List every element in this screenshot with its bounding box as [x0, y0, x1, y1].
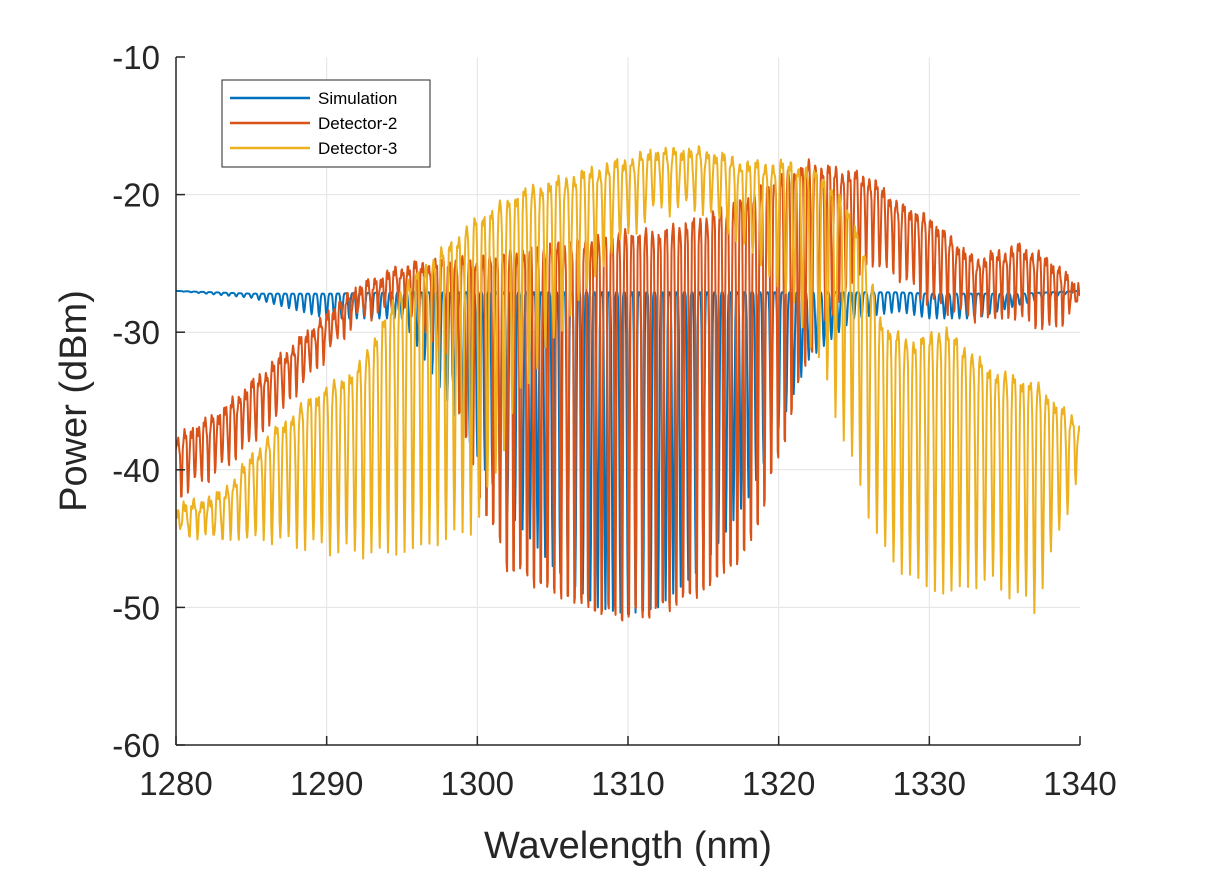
series-line-detector-3: [176, 145, 1080, 615]
y-tick-label: -10: [112, 39, 160, 76]
y-tick-label: -50: [112, 589, 160, 626]
x-tick-label: 1320: [742, 765, 815, 802]
axes: [175, 56, 1081, 746]
y-tick-label: -30: [112, 314, 160, 351]
tick-labels: 1280 1290 1300 1310 1320 1330 1340 -60 -50 -40 -30…: [112, 39, 1116, 802]
x-tick-label: 1290: [290, 765, 363, 802]
legend-label-detector-3: Detector-3: [318, 139, 397, 158]
x-tick-label: 1300: [441, 765, 514, 802]
legend-label-detector-2: Detector-2: [318, 114, 397, 133]
legend-label-simulation: Simulation: [318, 89, 397, 108]
x-tick-label: 1280: [139, 765, 212, 802]
legend: Simulation Detector-2 Detector-3: [221, 79, 431, 168]
y-tick-label: -40: [112, 452, 160, 489]
y-tick-label: -60: [112, 727, 160, 764]
series-layer: [176, 145, 1080, 622]
y-tick-label: -20: [112, 177, 160, 214]
x-tick-label: 1330: [893, 765, 966, 802]
x-tick-label: 1340: [1043, 765, 1116, 802]
x-tick-label: 1310: [591, 765, 664, 802]
x-axis-label: Wavelength (nm): [484, 825, 772, 867]
y-axis-label: Power (dBm): [53, 290, 95, 512]
series-line-detector-2: [176, 158, 1080, 622]
